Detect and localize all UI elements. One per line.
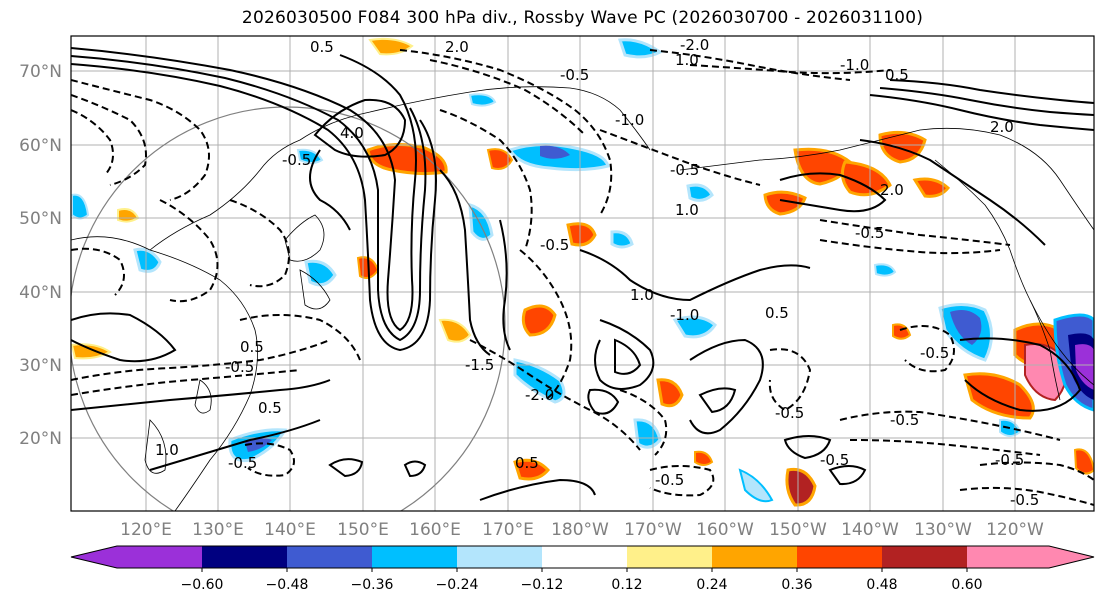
contour-label: -1.0 xyxy=(670,306,699,324)
graticule xyxy=(71,36,1094,511)
colorbar-segment xyxy=(287,546,372,568)
colorbar-segment xyxy=(627,546,712,568)
contour-label: 0.5 xyxy=(258,399,282,417)
contour-label: -0.5 xyxy=(890,411,919,429)
contour-label: 0.5 xyxy=(240,338,264,356)
contour-label: -0.5 xyxy=(995,451,1024,469)
contour-label: -1.5 xyxy=(465,356,494,374)
colorbar-segment xyxy=(202,546,287,568)
colorbar-tick-label: −0.60 xyxy=(181,577,224,593)
map-title: 2026030500 F084 300 hPa div., Rossby Wav… xyxy=(241,8,924,28)
contour-label: -0.5 xyxy=(540,236,569,254)
colorbar-tick-label: −0.36 xyxy=(351,577,394,593)
contour-label: -0.5 xyxy=(775,404,804,422)
lon-label: 150°W xyxy=(769,520,827,540)
lon-label: 180°W xyxy=(551,520,609,540)
colorbar-tick-label: −0.12 xyxy=(521,577,564,593)
coastlines xyxy=(71,86,1094,511)
contour-label: 0.5 xyxy=(310,38,334,56)
contour-label: 2.0 xyxy=(990,118,1014,136)
map-area xyxy=(71,36,1094,511)
latitude-labels: 70°N 60°N 50°N 40°N 30°N 20°N xyxy=(19,62,62,449)
lon-label: 120°E xyxy=(120,520,172,540)
contour-label: -1.0 xyxy=(615,111,644,129)
lon-label: 130°W xyxy=(914,520,972,540)
colorbar-tick-label: 0.12 xyxy=(611,577,642,593)
contour-label: -0.5 xyxy=(855,224,884,242)
contour-label: 2.0 xyxy=(445,38,469,56)
negative-contours xyxy=(71,49,1094,506)
colorbar-segment xyxy=(882,546,967,568)
colorbar-outline xyxy=(70,545,1095,569)
lat-label: 30°N xyxy=(19,356,62,376)
colorbar-tick-label: 0.60 xyxy=(951,577,982,593)
contour-label: 1.0 xyxy=(675,51,699,69)
lon-label: 170°W xyxy=(624,520,682,540)
map-frame xyxy=(70,35,1095,512)
contour-label: 1.0 xyxy=(630,286,654,304)
colorbar-tick-label: 0.36 xyxy=(781,577,812,593)
contour-label: 2.0 xyxy=(880,181,904,199)
contour-label: -1.0 xyxy=(840,56,869,74)
colorbar-tick-label: 0.48 xyxy=(866,577,897,593)
lat-label: 50°N xyxy=(19,209,62,229)
contour-label: 1.0 xyxy=(675,201,699,219)
colorbar-tick-label: 0.24 xyxy=(696,577,727,593)
lon-label: 150°E xyxy=(337,520,389,540)
contour-label: 1.0 xyxy=(155,441,179,459)
radius-circle xyxy=(71,106,506,511)
contour-label: -0.5 xyxy=(920,344,949,362)
contour-label: 0.5 xyxy=(765,304,789,322)
contour-label: -2.0 xyxy=(680,36,709,54)
lat-label: 70°N xyxy=(19,62,62,82)
lat-label: 20°N xyxy=(19,429,62,449)
contour-label: -0.5 xyxy=(560,66,589,84)
colorbar-segment xyxy=(117,546,202,568)
contour-label: -0.5 xyxy=(1010,491,1039,509)
positive-contours xyxy=(71,47,1094,501)
lat-label: 60°N xyxy=(19,136,62,156)
lon-label: 140°W xyxy=(841,520,899,540)
colorbar-under-triangle xyxy=(71,546,117,568)
colorbar-segment xyxy=(797,546,882,568)
lat-label: 40°N xyxy=(19,283,62,303)
contour-label: -2.0 xyxy=(525,386,554,404)
contour-label: -0.5 xyxy=(670,161,699,179)
colorbar-segment xyxy=(457,546,542,568)
lon-label: 120°W xyxy=(986,520,1044,540)
colorbar-segment xyxy=(372,546,457,568)
lon-label: 130°E xyxy=(192,520,244,540)
colorbar: −0.60 −0.48 −0.36 −0.24 −0.12 0.12 0.24 … xyxy=(70,545,1095,593)
lon-label: 140°E xyxy=(264,520,316,540)
lon-label: 170°E xyxy=(482,520,534,540)
lon-label: 160°E xyxy=(409,520,461,540)
contour-label: -0.5 xyxy=(282,151,311,169)
contour-label: 4.0 xyxy=(340,124,364,142)
colorbar-segment xyxy=(542,546,627,568)
colorbar-tick-label: −0.24 xyxy=(436,577,479,593)
contour-label: -0.5 xyxy=(228,454,257,472)
contour-label: 0.5 xyxy=(515,454,539,472)
contour-label: 0.5 xyxy=(885,66,909,84)
contour-labels: 0.5 2.0 -0.5 1.0 -2.0 -1.0 4.0 -0.5 -0.5… xyxy=(155,36,1039,509)
contour-label: -0.5 xyxy=(655,471,684,489)
colorbar-tick-label: −0.48 xyxy=(266,577,309,593)
longitude-labels: 120°E 130°E 140°E 150°E 160°E 170°E 180°… xyxy=(120,520,1044,540)
contour-label: -0.5 xyxy=(820,451,849,469)
contour-label: -0.5 xyxy=(225,358,254,376)
colorbar-over-triangle xyxy=(1049,546,1094,568)
colorbar-segment xyxy=(967,546,1049,568)
lon-label: 160°W xyxy=(696,520,754,540)
divergence-shading xyxy=(71,37,1094,507)
colorbar-segment xyxy=(712,546,797,568)
